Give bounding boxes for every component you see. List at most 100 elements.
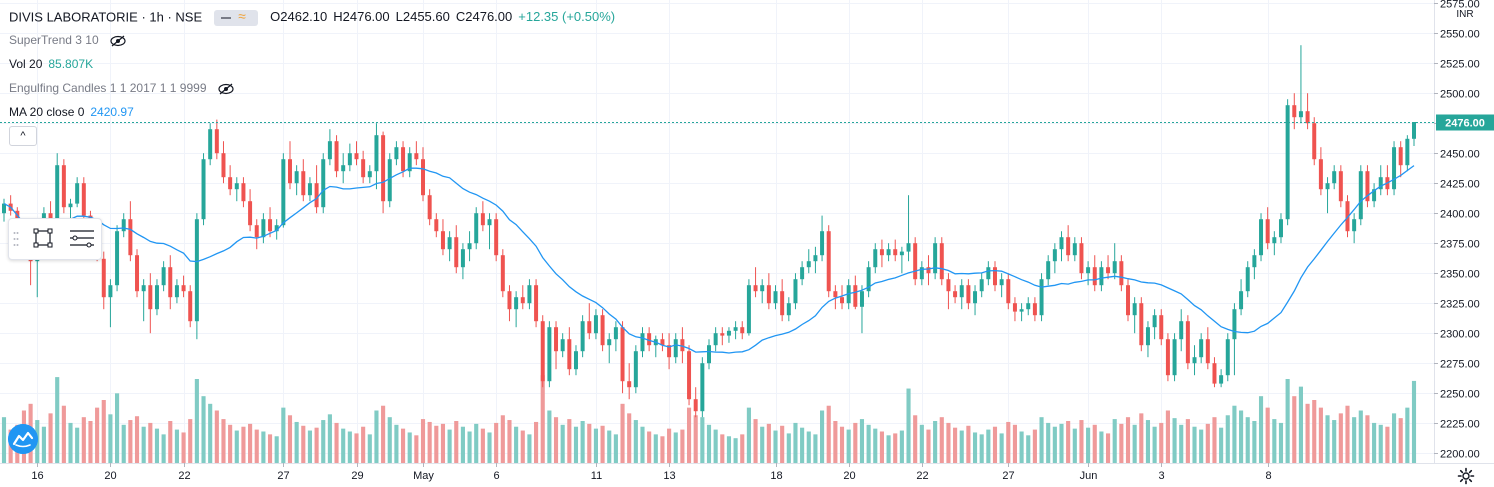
volume-bar [454, 421, 459, 463]
volume-bar [208, 403, 213, 463]
volume-bar [886, 435, 891, 463]
supertrend-legend[interactable]: SuperTrend 3 10 [9, 33, 126, 47]
candle-body [1172, 339, 1177, 376]
candle-body [520, 297, 525, 304]
supertrend-label: SuperTrend 3 10 [9, 33, 99, 47]
candle-body [1272, 237, 1277, 244]
volume-bar [1358, 410, 1363, 463]
candle-body [1372, 189, 1377, 202]
candle-body [1112, 261, 1117, 274]
candle-body [1205, 339, 1210, 364]
candle-body [1159, 315, 1164, 340]
candle-body [554, 327, 559, 352]
gear-icon[interactable] [1457, 467, 1475, 485]
volume-bar [953, 427, 958, 463]
volume-bar [1405, 407, 1410, 463]
candle-body [321, 159, 326, 208]
volume-bar [514, 426, 519, 463]
candle-body [800, 267, 805, 280]
candle-body [527, 285, 532, 304]
volume-bar [474, 423, 479, 463]
volume-bar [534, 421, 539, 463]
candle-body [613, 327, 618, 340]
volume-bar [1066, 421, 1071, 463]
candle-body [121, 219, 126, 232]
volume-bar [287, 415, 293, 463]
candle-body [427, 195, 432, 220]
volume-bar [527, 434, 532, 463]
volume-bar [1185, 419, 1190, 463]
candle-body [447, 237, 452, 250]
candle-body [1079, 243, 1084, 274]
candle-body [760, 285, 765, 292]
volume-bar [274, 436, 279, 463]
volume-label: Vol 20 [9, 57, 43, 71]
volume-bar [95, 407, 100, 463]
volume-bar [334, 422, 339, 463]
candle-body [733, 327, 738, 331]
volume-bar [1372, 422, 1377, 463]
volume-bar [128, 420, 133, 463]
volume-bar [613, 434, 618, 463]
volume-bar [979, 434, 984, 463]
volume-bar [986, 429, 991, 463]
volume-bar [547, 410, 552, 463]
candle-body [294, 171, 299, 184]
candle-body [268, 219, 273, 232]
candle-body [1139, 303, 1144, 346]
volume-bar [1305, 403, 1310, 463]
candle-body [1046, 261, 1051, 280]
volume-bar [773, 430, 778, 463]
volume-bar [387, 417, 392, 463]
candle-body [494, 219, 499, 256]
x-tick-label: 27 [277, 470, 289, 482]
symbol-title[interactable]: DIVIS LABORATORIE · 1h · NSE [9, 9, 203, 25]
candle-body [194, 219, 199, 322]
collapse-legend-button[interactable]: ^ [9, 126, 37, 146]
volume-bar [161, 434, 166, 463]
volume-bar [261, 431, 266, 463]
ma-line [3, 165, 1415, 354]
volume-bar [1159, 422, 1164, 463]
candle-body [806, 261, 811, 268]
tradingview-logo-icon[interactable] [8, 424, 38, 454]
candle-body [1305, 111, 1310, 124]
volume-bar [680, 429, 685, 463]
candle-body [148, 285, 153, 310]
volume-bar [1272, 419, 1277, 463]
x-tick-label: 8 [1265, 470, 1271, 482]
ma-legend[interactable]: MA 20 close 0 2420.97 [9, 105, 134, 119]
volume-legend[interactable]: Vol 20 85.807K [9, 57, 93, 71]
chart-style-chip[interactable]: ≈ [214, 9, 259, 26]
candle-body [460, 249, 465, 268]
volume-bar [1325, 415, 1330, 463]
horizontal-lines-icon[interactable] [69, 228, 95, 248]
candle-body [1072, 243, 1077, 256]
rectangle-tool-icon[interactable] [33, 228, 53, 248]
candle-body [254, 225, 259, 238]
candle-body [221, 153, 226, 178]
volume-bar [593, 428, 598, 463]
candle-body [1145, 327, 1150, 346]
volume-bar [1258, 396, 1264, 463]
candle-body [813, 255, 818, 262]
candle-body [973, 291, 978, 304]
candle-body [1052, 249, 1057, 262]
volume-bar [713, 429, 718, 463]
candle-body [1006, 279, 1011, 304]
grip-icon[interactable] [13, 231, 19, 247]
candle-body [853, 285, 858, 307]
candle-body [1245, 267, 1250, 292]
volume-bar [1152, 426, 1157, 463]
volume-bar [766, 423, 771, 463]
engulfing-legend[interactable]: Engulfing Candles 1 1 2017 1 1 9999 [9, 81, 234, 95]
candle-body [1259, 219, 1264, 256]
x-tick-label: 22 [178, 470, 190, 482]
volume-bar [640, 426, 645, 463]
open-value: O2462.10 [270, 9, 328, 25]
candle-body [467, 243, 472, 250]
volume-bar [234, 430, 239, 463]
eye-crossed-icon[interactable] [218, 83, 234, 95]
eye-crossed-icon[interactable] [110, 35, 126, 47]
